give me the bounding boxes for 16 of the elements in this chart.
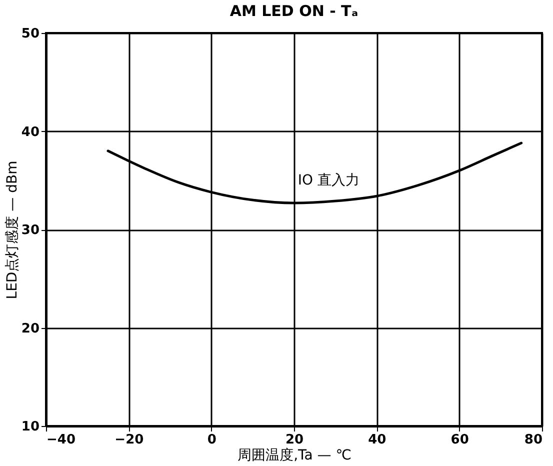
y-tick-label: 50: [21, 26, 40, 42]
annotation: IO 直入力: [298, 172, 360, 188]
y-tick-label: 10: [21, 420, 40, 434]
y-tick-label: 20: [21, 321, 40, 336]
y-tick-label: 30: [21, 223, 40, 238]
chart-title: AM LED ON - Tₐ: [230, 2, 358, 20]
x-tick-label: 0: [207, 432, 216, 448]
x-tick-label: 80: [524, 432, 542, 448]
x-tick-label: −40: [46, 432, 76, 448]
x-tick-label: 60: [450, 432, 469, 448]
x-tick-label: −20: [114, 432, 144, 448]
y-tick-label: 40: [21, 124, 40, 140]
x-axis-title: 周囲温度,Ta — ℃: [238, 448, 352, 464]
x-tick-label: 40: [368, 432, 386, 448]
y-axis-title: LED点灯感度 — dBm: [4, 160, 20, 300]
x-tick-label: 20: [285, 432, 304, 448]
